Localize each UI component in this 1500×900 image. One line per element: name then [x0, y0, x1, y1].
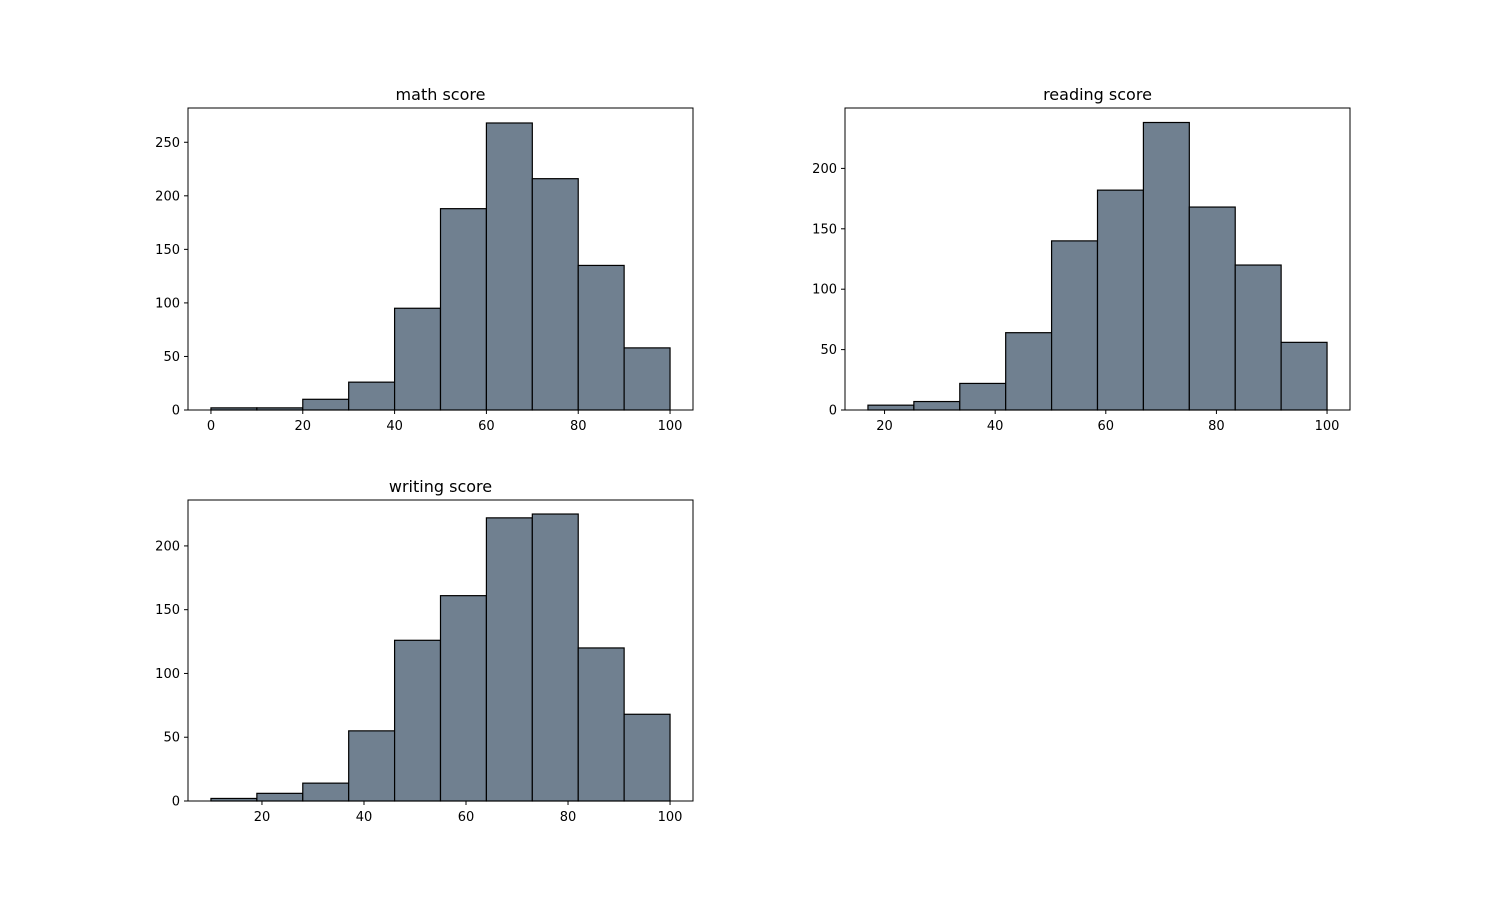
reading-score-ytick-label: 0: [829, 404, 837, 419]
reading-score-bar: [1188, 206, 1236, 411]
math-score-xtick-label: 80: [570, 419, 587, 434]
math-score-xtick-label: 0: [207, 419, 215, 434]
math-score-title: math score: [396, 85, 486, 104]
math-score-bar: [348, 381, 396, 411]
math-score-bar: [577, 264, 625, 411]
writing-score-xtick-label: 40: [356, 810, 373, 825]
math-score-axes-frame: [187, 107, 694, 411]
reading-score-panel: 20 40 60 80 100 0 50 100 150 200 reading score: [812, 85, 1351, 434]
writing-score-xtick-label: 80: [560, 810, 577, 825]
math-score-ytick-label: 0: [172, 404, 180, 419]
reading-score-xtick-label: 40: [987, 419, 1004, 434]
writing-score-bar: [393, 639, 442, 802]
math-score-xtick-label: 100: [658, 419, 683, 434]
reading-score-ytick-label: 100: [812, 283, 837, 298]
reading-score-bar: [1142, 121, 1190, 411]
writing-score-panel: 20 40 60 80 100 0 50 100 150 200 writing score: [155, 477, 694, 825]
reading-score-xtick-label: 100: [1315, 419, 1340, 434]
writing-score-bar: [439, 595, 488, 802]
reading-score-bar: [959, 382, 1007, 411]
writing-score-ytick-label: 100: [155, 667, 180, 682]
writing-score-bar: [577, 647, 625, 802]
writing-score-ytick-label: 0: [172, 795, 180, 810]
writing-score-bar: [531, 513, 579, 802]
writing-score-axes-frame: [187, 499, 694, 802]
reading-score-ytick-label: 50: [820, 343, 837, 358]
math-score-ytick-label: 250: [155, 136, 180, 151]
reading-score-axes-frame: [844, 107, 1351, 411]
reading-score-xtick-label: 60: [1098, 419, 1115, 434]
writing-score-ytick-label: 150: [155, 603, 180, 618]
writing-score-bar: [302, 782, 350, 802]
writing-score-xtick-label: 100: [658, 810, 683, 825]
reading-score-bar: [1005, 332, 1053, 411]
reading-score-bar: [913, 400, 961, 411]
math-score-xtick-label: 40: [386, 419, 403, 434]
math-score-bar: [485, 122, 533, 411]
reading-score-xtick-label: 80: [1208, 419, 1225, 434]
reading-score-title: reading score: [1043, 85, 1152, 104]
reading-score-ytick-label: 200: [812, 162, 837, 177]
reading-score-bar: [1280, 341, 1328, 411]
reading-score-bar: [1096, 189, 1145, 411]
math-score-ytick-label: 50: [163, 350, 180, 365]
writing-score-bar: [256, 792, 304, 802]
math-score-xtick-label: 20: [294, 419, 311, 434]
writing-score-bar: [348, 730, 396, 802]
math-score-bar: [531, 178, 579, 411]
writing-score-ytick-label: 50: [163, 731, 180, 746]
math-score-bar: [439, 208, 488, 411]
math-score-xtick-label: 60: [478, 419, 495, 434]
math-score-bar: [623, 347, 671, 411]
math-score-ytick-label: 200: [155, 189, 180, 204]
writing-score-bar: [623, 713, 671, 802]
math-score-bar: [393, 307, 442, 411]
writing-score-ytick-label: 200: [155, 539, 180, 554]
math-score-ytick-label: 150: [155, 243, 180, 258]
math-score-bar: [302, 398, 350, 411]
writing-score-bar: [485, 517, 533, 802]
writing-score-xtick-label: 20: [254, 810, 271, 825]
reading-score-xtick-label: 20: [876, 419, 893, 434]
reading-score-bar: [1234, 264, 1282, 411]
writing-score-xtick-label: 60: [458, 810, 475, 825]
math-score-ytick-label: 100: [155, 296, 180, 311]
math-score-panel: 0 20 40 60 80 100 0 50 100 150 200 250 math score: [155, 85, 694, 434]
reading-score-ytick-label: 150: [812, 222, 837, 237]
reading-score-bar: [1050, 240, 1099, 411]
writing-score-title: writing score: [389, 477, 492, 496]
reading-score-bar: [867, 404, 915, 411]
